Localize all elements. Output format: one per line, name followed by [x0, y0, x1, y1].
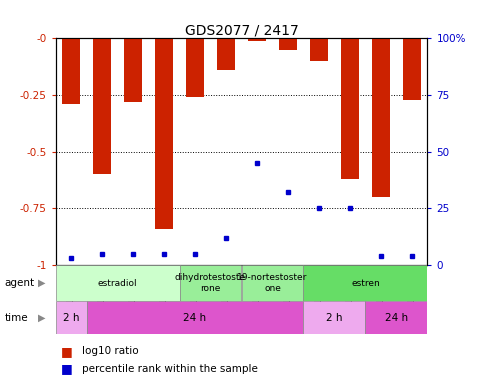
- Text: agent: agent: [5, 278, 35, 288]
- Bar: [86, 301, 303, 334]
- Text: ▶: ▶: [38, 278, 46, 288]
- Bar: [124, 38, 142, 102]
- Bar: [242, 265, 303, 301]
- Bar: [62, 38, 80, 104]
- Text: dihydrotestoste
rone: dihydrotestoste rone: [175, 273, 246, 293]
- Bar: [180, 265, 242, 301]
- Bar: [186, 38, 204, 97]
- Bar: [56, 265, 180, 301]
- Text: log10 ratio: log10 ratio: [82, 346, 139, 356]
- Text: ▶: ▶: [38, 313, 46, 323]
- Text: 24 h: 24 h: [385, 313, 408, 323]
- Bar: [279, 38, 297, 50]
- Text: estren: estren: [351, 279, 380, 288]
- Bar: [366, 301, 427, 334]
- Bar: [155, 38, 173, 229]
- Title: GDS2077 / 2417: GDS2077 / 2417: [185, 23, 298, 37]
- Bar: [303, 301, 366, 334]
- Text: 24 h: 24 h: [184, 313, 207, 323]
- Bar: [341, 38, 359, 179]
- Text: ■: ■: [60, 345, 72, 358]
- Bar: [93, 38, 112, 174]
- Bar: [403, 38, 421, 99]
- Text: 2 h: 2 h: [63, 313, 79, 323]
- Text: percentile rank within the sample: percentile rank within the sample: [82, 364, 258, 374]
- Bar: [303, 265, 427, 301]
- Bar: [248, 38, 266, 41]
- Bar: [56, 301, 86, 334]
- Text: 2 h: 2 h: [326, 313, 343, 323]
- Text: time: time: [5, 313, 28, 323]
- Bar: [310, 38, 328, 61]
- Text: ■: ■: [60, 362, 72, 375]
- Bar: [217, 38, 235, 70]
- Bar: [372, 38, 390, 197]
- Text: 19-nortestoster
one: 19-nortestoster one: [237, 273, 308, 293]
- Text: estradiol: estradiol: [98, 279, 137, 288]
